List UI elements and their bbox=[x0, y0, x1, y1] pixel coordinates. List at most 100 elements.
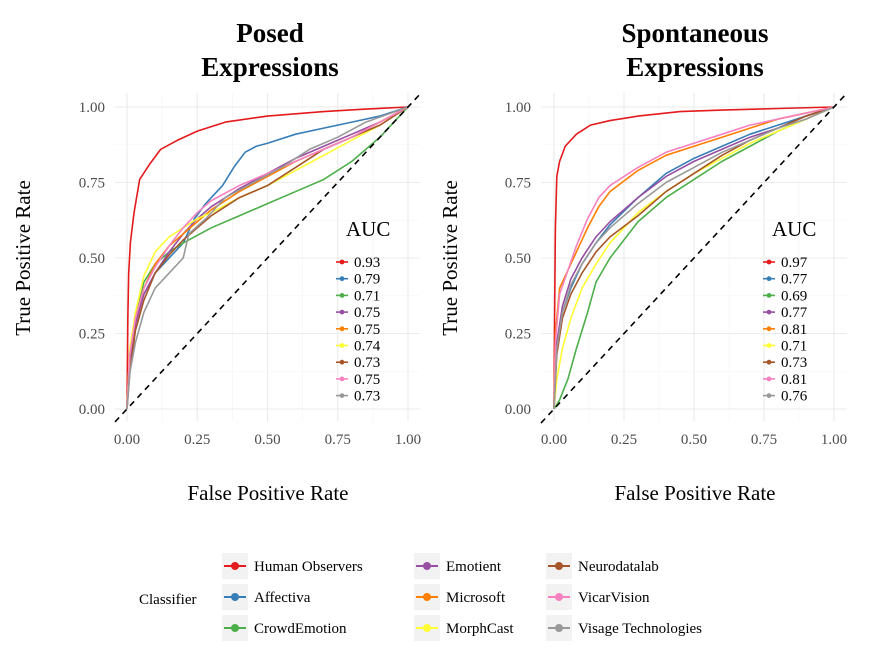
legend-label: Human Observers bbox=[254, 559, 363, 575]
legend-key-dot bbox=[231, 593, 239, 601]
auc-key-dot bbox=[339, 359, 345, 365]
auc-value-neurodatalab: 0.73 bbox=[781, 355, 807, 371]
x-tick-label: 0.00 bbox=[541, 432, 567, 448]
y-tick-label: 0.00 bbox=[79, 402, 105, 418]
y-axis-title: True Positive Rate bbox=[11, 180, 35, 336]
auc-value-human-observers: 0.97 bbox=[781, 255, 808, 271]
roc-curve-visage-technologies bbox=[553, 106, 835, 410]
auc-key-dot bbox=[339, 326, 345, 332]
auc-value-morphcast: 0.74 bbox=[354, 339, 381, 355]
legend-item-neurodatalab: Neurodatalab bbox=[546, 553, 659, 579]
auc-key-dot bbox=[766, 326, 772, 332]
auc-key-dot bbox=[339, 276, 345, 282]
x-axis-title: False Positive Rate bbox=[615, 481, 776, 505]
x-axis-title: False Positive Rate bbox=[188, 481, 349, 505]
auc-value-morphcast: 0.71 bbox=[781, 339, 807, 355]
legend-key-dot bbox=[555, 562, 563, 570]
legend-key-dot bbox=[423, 562, 431, 570]
y-axis-title: True Positive Rate bbox=[438, 180, 462, 336]
auc-value-affectiva: 0.79 bbox=[354, 272, 380, 288]
chance-diagonal bbox=[540, 92, 848, 424]
legend-label: Affectiva bbox=[254, 590, 311, 606]
auc-key-dot bbox=[339, 393, 345, 398]
x-tick-label: 0.50 bbox=[681, 432, 707, 448]
auc-value-visage-technologies: 0.73 bbox=[354, 389, 380, 405]
auc-value-vicarvision: 0.75 bbox=[354, 372, 380, 388]
auc-key-dot bbox=[339, 293, 345, 298]
roc-curve-human-observers bbox=[126, 106, 409, 410]
roc-curves bbox=[553, 106, 835, 410]
legend-item-emotient: Emotient bbox=[414, 553, 502, 579]
y-tick-label: 0.00 bbox=[505, 402, 531, 418]
legend-label: CrowdEmotion bbox=[254, 621, 347, 637]
auc-key-dot bbox=[339, 343, 345, 348]
panel-spontaneous-expressions: Spontaneous Expressions 0.00 0.25 0.50 0.75 1.… bbox=[438, 18, 848, 505]
x-tick-label: 1.00 bbox=[821, 432, 847, 448]
auc-value-affectiva: 0.77 bbox=[781, 272, 808, 288]
auc-key-dot bbox=[766, 293, 772, 298]
auc-key-dot bbox=[766, 259, 772, 265]
legend-item-crowdemotion: CrowdEmotion bbox=[222, 615, 347, 641]
legend-label: Visage Technologies bbox=[578, 621, 702, 637]
legend-label: Emotient bbox=[446, 559, 502, 575]
y-tick-label: 0.25 bbox=[79, 327, 105, 343]
auc-key-dot bbox=[766, 309, 772, 315]
legend-key-dot bbox=[231, 562, 239, 570]
auc-value-emotient: 0.77 bbox=[781, 305, 808, 321]
roc-curve-visage-technologies bbox=[126, 106, 409, 410]
x-tick-label: 0.25 bbox=[184, 432, 210, 448]
auc-value-vicarvision: 0.81 bbox=[781, 372, 807, 388]
legend-item-morphcast: MorphCast bbox=[414, 615, 514, 641]
roc-curve-crowdemotion bbox=[553, 106, 835, 410]
auc-value-visage-technologies: 0.76 bbox=[781, 389, 808, 405]
y-tick-label: 1.00 bbox=[505, 100, 531, 116]
auc-key-dot bbox=[339, 376, 345, 382]
auc-title: AUC bbox=[772, 217, 816, 241]
auc-key-dot bbox=[766, 376, 772, 382]
y-tick-label: 0.75 bbox=[79, 176, 105, 192]
legend-title: Classifier bbox=[139, 592, 197, 608]
legend-label: VicarVision bbox=[578, 590, 650, 606]
x-tick-label: 0.50 bbox=[254, 432, 280, 448]
y-tick-label: 0.50 bbox=[505, 251, 531, 267]
panel-title: Spontaneous Expressions bbox=[621, 18, 768, 82]
roc-curve-emotient bbox=[126, 106, 409, 410]
legend-label: MorphCast bbox=[446, 621, 514, 637]
auc-value-human-observers: 0.93 bbox=[354, 255, 380, 271]
auc-value-microsoft: 0.75 bbox=[354, 322, 380, 338]
x-tick-label: 0.75 bbox=[325, 432, 351, 448]
auc-key-dot bbox=[766, 343, 772, 348]
legend-label: Neurodatalab bbox=[578, 559, 659, 575]
y-tick-label: 0.75 bbox=[505, 176, 531, 192]
x-tick-label: 1.00 bbox=[395, 432, 421, 448]
y-tick-label: 1.00 bbox=[79, 100, 105, 116]
legend-label: Microsoft bbox=[446, 590, 506, 606]
auc-key-dot bbox=[766, 276, 772, 282]
auc-value-crowdemotion: 0.71 bbox=[354, 288, 380, 304]
classifier-legend: Classifier Human Observers Affectiva CrowdE… bbox=[139, 553, 702, 641]
panel-posed-expressions: Posed Expressions 0.00 0.25 0.50 0.75 1.00 0.00… bbox=[11, 18, 421, 505]
x-tick-label: 0.75 bbox=[751, 432, 777, 448]
panel-title: Posed Expressions bbox=[201, 18, 339, 82]
roc-curves bbox=[126, 106, 409, 410]
roc-curve-morphcast bbox=[126, 106, 409, 410]
legend-item-affectiva: Affectiva bbox=[222, 584, 311, 610]
roc-curve-morphcast bbox=[553, 106, 835, 410]
auc-key-dot bbox=[766, 359, 772, 365]
x-tick-label: 0.25 bbox=[611, 432, 637, 448]
auc-title: AUC bbox=[346, 217, 390, 241]
auc-key-dot bbox=[339, 259, 345, 265]
legend-item-vicarvision: VicarVision bbox=[546, 584, 650, 610]
auc-value-crowdemotion: 0.69 bbox=[781, 288, 807, 304]
auc-key-dot bbox=[766, 393, 772, 398]
auc-key-dot bbox=[339, 309, 345, 315]
legend-item-visage-technologies: Visage Technologies bbox=[546, 615, 702, 641]
auc-value-neurodatalab: 0.73 bbox=[354, 355, 380, 371]
chance-diagonal bbox=[114, 93, 421, 423]
auc-value-microsoft: 0.81 bbox=[781, 322, 807, 338]
roc-curve-vicarvision bbox=[126, 106, 409, 410]
roc-curve-microsoft bbox=[553, 106, 835, 410]
legend-key-dot bbox=[423, 624, 431, 632]
